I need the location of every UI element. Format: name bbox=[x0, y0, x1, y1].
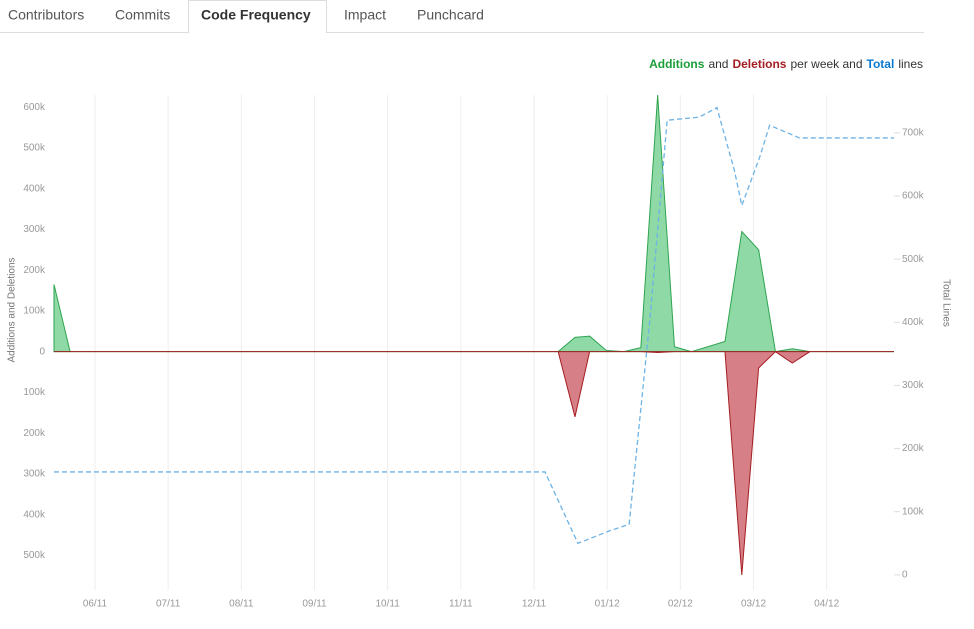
y2-tick-label: 700k bbox=[902, 128, 925, 139]
x-tick-label: 04/12 bbox=[814, 599, 839, 610]
tab[interactable]: Punchcard bbox=[417, 7, 484, 23]
y2-tick-label: 100k bbox=[902, 506, 925, 517]
y2-tick-label: 200k bbox=[902, 443, 925, 454]
total-line bbox=[54, 106, 894, 545]
x-tick-label: 08/11 bbox=[229, 599, 254, 610]
y2-tick-label: 600k bbox=[902, 191, 925, 202]
grid bbox=[94, 95, 828, 590]
plot bbox=[53, 94, 894, 575]
x-tick-label: 02/12 bbox=[668, 599, 693, 610]
x-tick-label: 11/11 bbox=[449, 599, 473, 610]
y-tick-label: 500k bbox=[23, 550, 46, 561]
y-tick-label: 200k bbox=[23, 428, 46, 439]
legend-entry: Additions bbox=[649, 57, 705, 71]
legend-text: and bbox=[708, 57, 728, 71]
legend-entry: Total bbox=[867, 57, 895, 71]
legend-entry: Deletions bbox=[732, 57, 786, 71]
y-tick-label: 100k bbox=[23, 387, 46, 398]
y-axis-title: Additions and Deletions bbox=[7, 257, 18, 362]
x-tick-label: 12/11 bbox=[522, 599, 547, 610]
y2-tick-label: 500k bbox=[902, 254, 925, 265]
active-tab-box bbox=[188, 0, 327, 33]
y2-tick-label: 300k bbox=[902, 380, 925, 391]
y-tick-label: 0 bbox=[39, 346, 45, 357]
x-tick-label: 07/11 bbox=[156, 599, 181, 610]
y-tick-label: 500k bbox=[23, 143, 46, 154]
tab[interactable]: Contributors bbox=[8, 7, 84, 23]
y2-axis-title: Total Lines bbox=[940, 279, 951, 327]
legend-text: lines bbox=[898, 57, 923, 71]
area bbox=[54, 351, 894, 575]
tab-active[interactable]: Code Frequency bbox=[201, 7, 311, 23]
x-tick-label: 03/12 bbox=[741, 599, 766, 610]
tab[interactable]: Impact bbox=[344, 7, 386, 23]
y2-tick-label: 400k bbox=[902, 317, 925, 328]
x-tick-label: 10/11 bbox=[376, 599, 401, 610]
area bbox=[53, 94, 894, 353]
y-tick-label: 100k bbox=[23, 306, 46, 317]
x-tick-label: 09/11 bbox=[302, 599, 327, 610]
x-tick-label: 01/12 bbox=[595, 599, 620, 610]
x-tick-label: 06/11 bbox=[83, 599, 108, 610]
y-tick-label: 300k bbox=[23, 469, 46, 480]
y-tick-label: 400k bbox=[23, 183, 46, 194]
y-tick-label: 400k bbox=[23, 509, 46, 520]
y-tick-label: 300k bbox=[23, 224, 46, 235]
y-tick-label: 200k bbox=[23, 265, 46, 276]
y-tick-label: 600k bbox=[23, 102, 46, 113]
legend: Additions and Deletions per week and Total li… bbox=[649, 57, 923, 71]
tab[interactable]: Commits bbox=[115, 7, 170, 23]
y2-tick-label: 0 bbox=[902, 569, 908, 580]
legend-text: per week and bbox=[790, 57, 862, 71]
